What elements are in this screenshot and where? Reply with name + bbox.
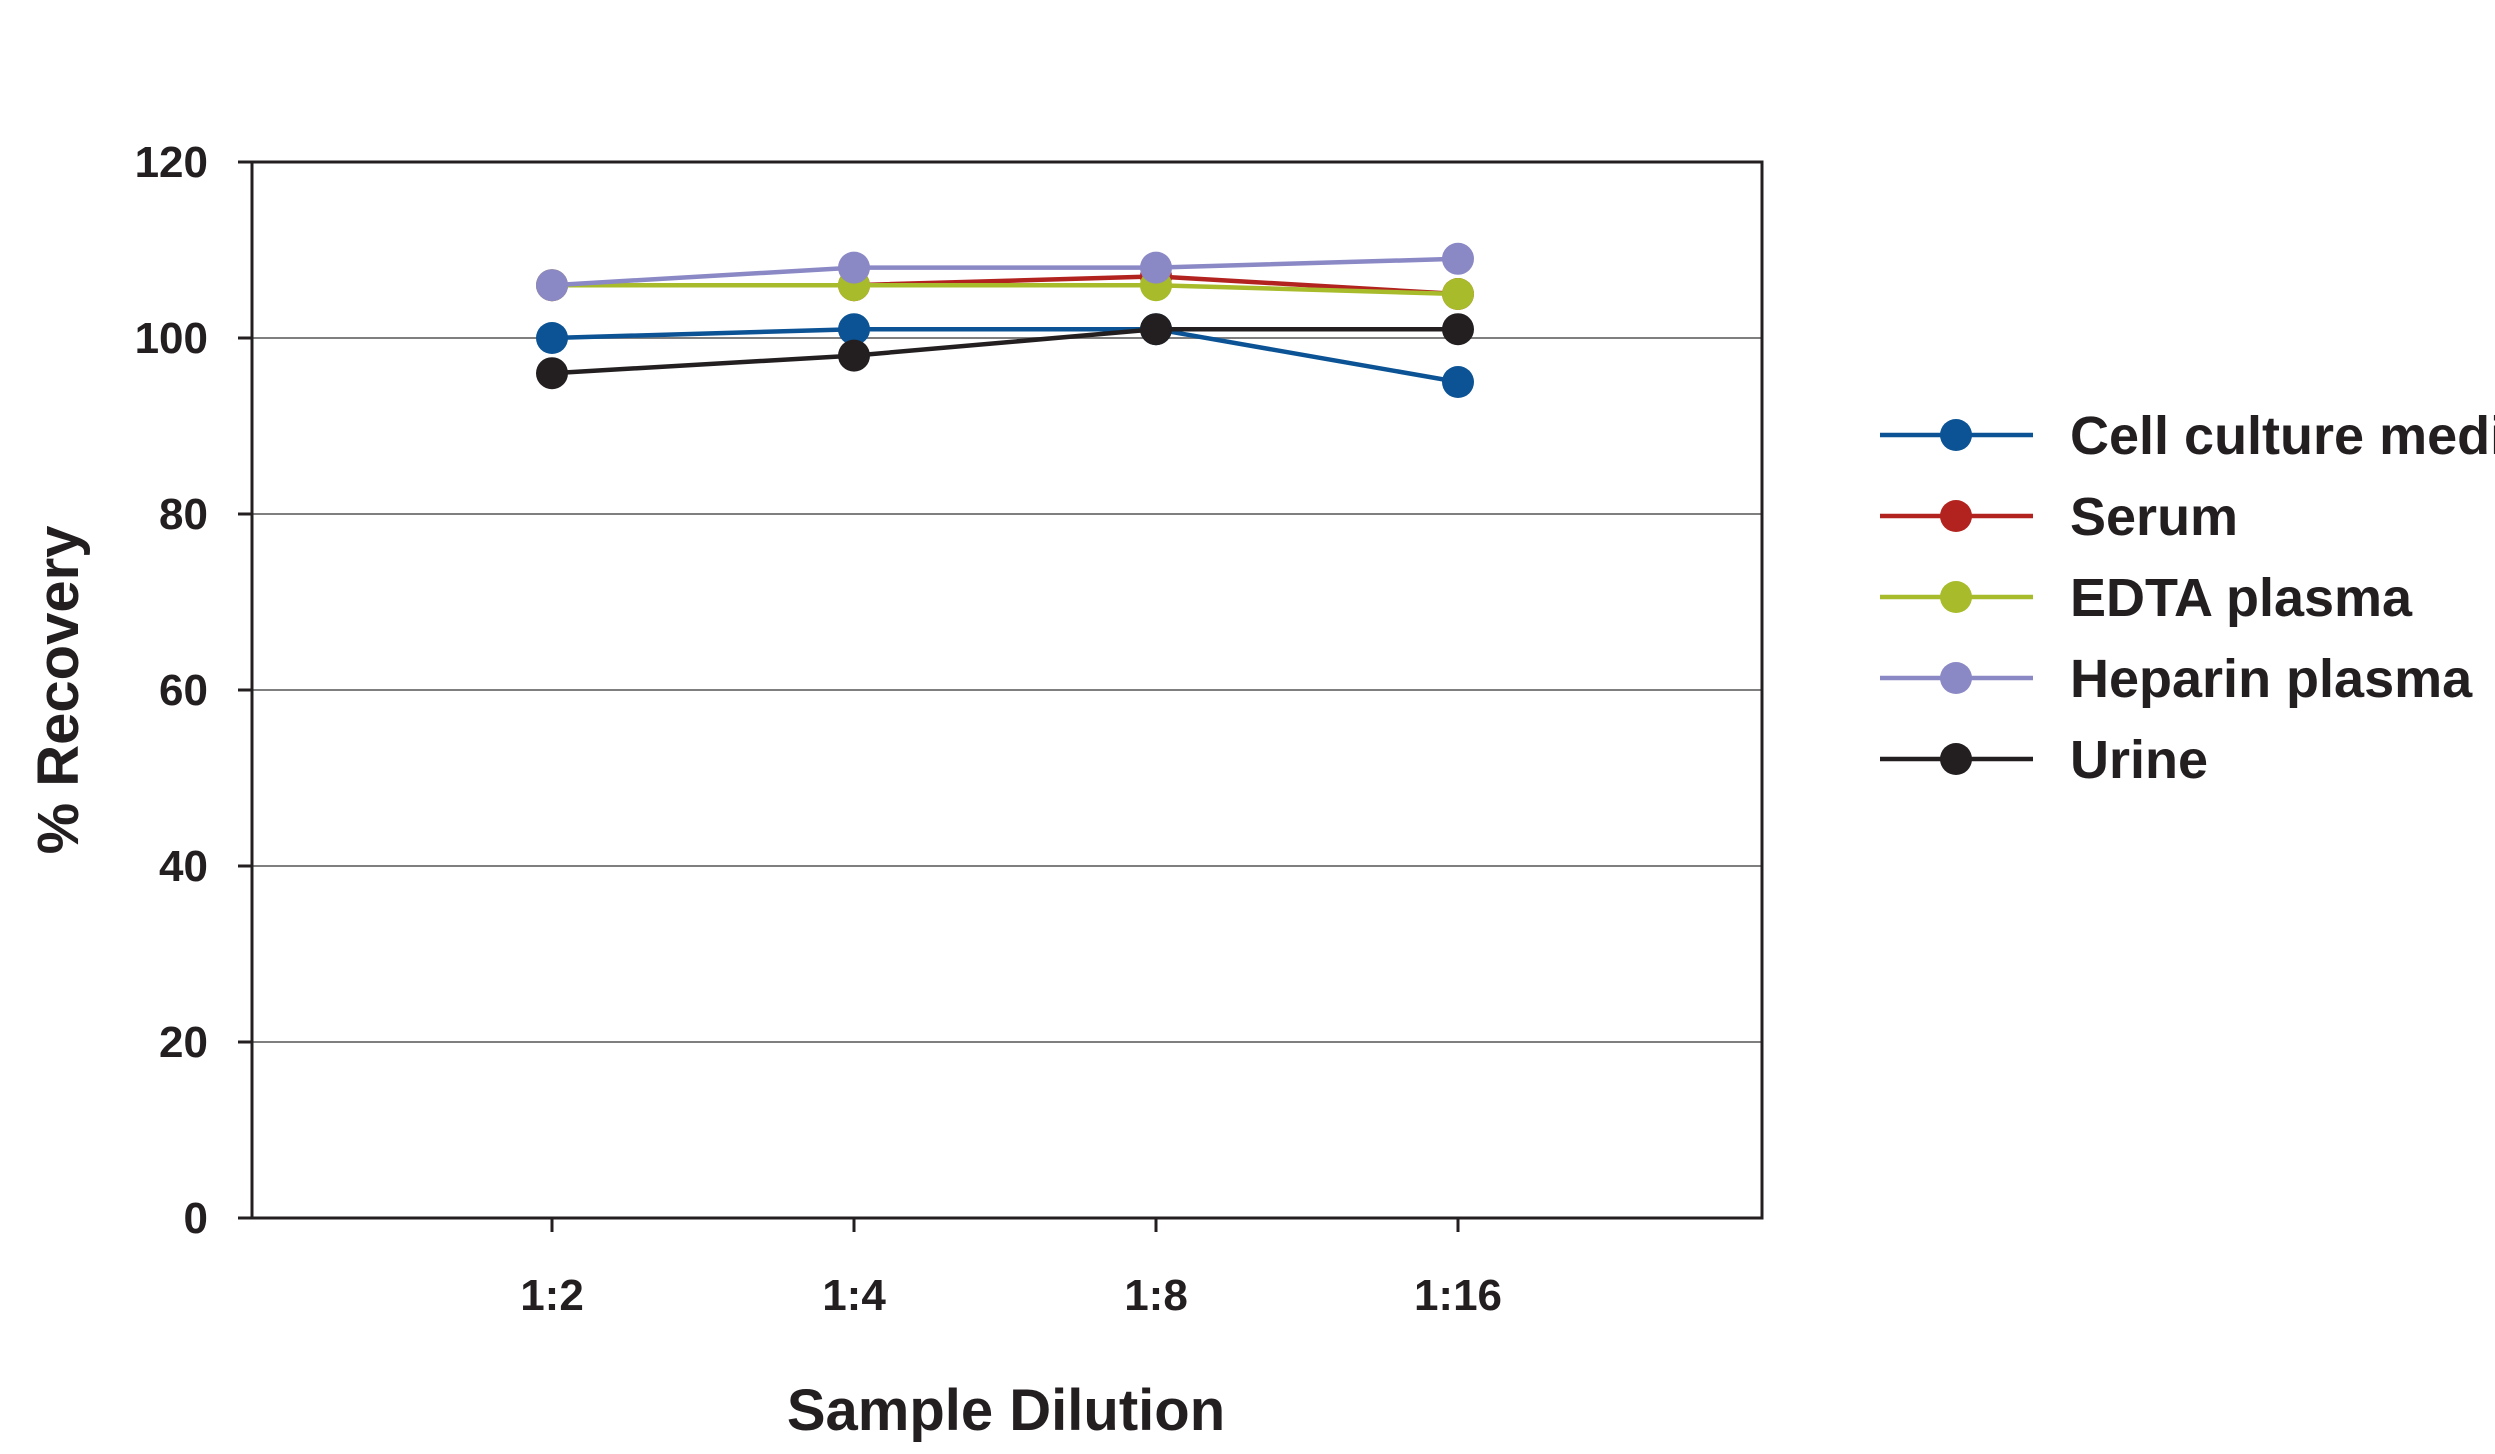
data-point bbox=[1442, 313, 1474, 346]
data-point bbox=[1140, 251, 1172, 284]
y-tick-label: 80 bbox=[159, 490, 208, 539]
legend-item: EDTA plasma bbox=[1880, 568, 2413, 628]
axis-layer: 0 20 40 60 80 100 120 1:2 1:4 1:8 1:16 bbox=[135, 138, 1502, 1320]
series-layer bbox=[536, 242, 1474, 398]
legend-label: Urine bbox=[2070, 730, 2208, 790]
y-tick-label: 100 bbox=[135, 314, 208, 363]
data-point bbox=[1442, 278, 1474, 310]
legend-marker bbox=[1940, 419, 1972, 451]
legend-marker bbox=[1940, 500, 1972, 532]
x-tick-label: 1:2 bbox=[520, 1271, 584, 1320]
grid-layer bbox=[252, 337, 1762, 1043]
legend-item: Heparin plasma bbox=[1880, 649, 2473, 709]
data-point bbox=[838, 313, 870, 346]
legend-item: Serum bbox=[1880, 487, 2238, 547]
legend-marker bbox=[1940, 581, 1972, 613]
legend-item: Cell culture media bbox=[1880, 406, 2495, 466]
data-point bbox=[1140, 313, 1172, 346]
legend: Cell culture media Serum EDTA plasma Hepari… bbox=[1880, 406, 2495, 790]
series-line bbox=[552, 282, 1459, 297]
series bbox=[536, 313, 1474, 398]
data-point bbox=[838, 339, 870, 372]
data-point bbox=[536, 269, 568, 302]
legend-label: Heparin plasma bbox=[2070, 649, 2473, 709]
legend-label: EDTA plasma bbox=[2070, 568, 2413, 628]
y-tick-label: 120 bbox=[135, 138, 208, 187]
legend-label: Cell culture media bbox=[2070, 406, 2495, 466]
series-line bbox=[551, 256, 1459, 288]
x-tick-label: 1:8 bbox=[1124, 1271, 1188, 1320]
legend-label: Serum bbox=[2070, 487, 2238, 547]
data-point bbox=[1442, 366, 1474, 398]
series bbox=[536, 269, 1474, 310]
series bbox=[536, 313, 1474, 390]
series-line bbox=[551, 326, 1459, 385]
y-tick-label: 40 bbox=[159, 842, 208, 891]
data-point bbox=[838, 251, 870, 284]
data-point bbox=[1442, 242, 1474, 275]
series-line bbox=[551, 326, 1458, 376]
y-axis-title: % Recovery bbox=[26, 526, 91, 855]
x-tick-label: 1:4 bbox=[822, 1271, 886, 1320]
data-point bbox=[536, 357, 568, 390]
legend-item: Urine bbox=[1880, 730, 2208, 790]
data-point bbox=[536, 322, 568, 354]
x-axis-title: Sample Dilution bbox=[787, 1378, 1225, 1443]
series bbox=[536, 242, 1474, 302]
legend-marker bbox=[1940, 662, 1972, 694]
y-tick-label: 0 bbox=[184, 1194, 208, 1243]
y-tick-label: 20 bbox=[159, 1018, 208, 1067]
legend-marker bbox=[1940, 743, 1972, 775]
x-tick-label: 1:16 bbox=[1414, 1271, 1502, 1320]
y-tick-label: 60 bbox=[159, 666, 208, 715]
